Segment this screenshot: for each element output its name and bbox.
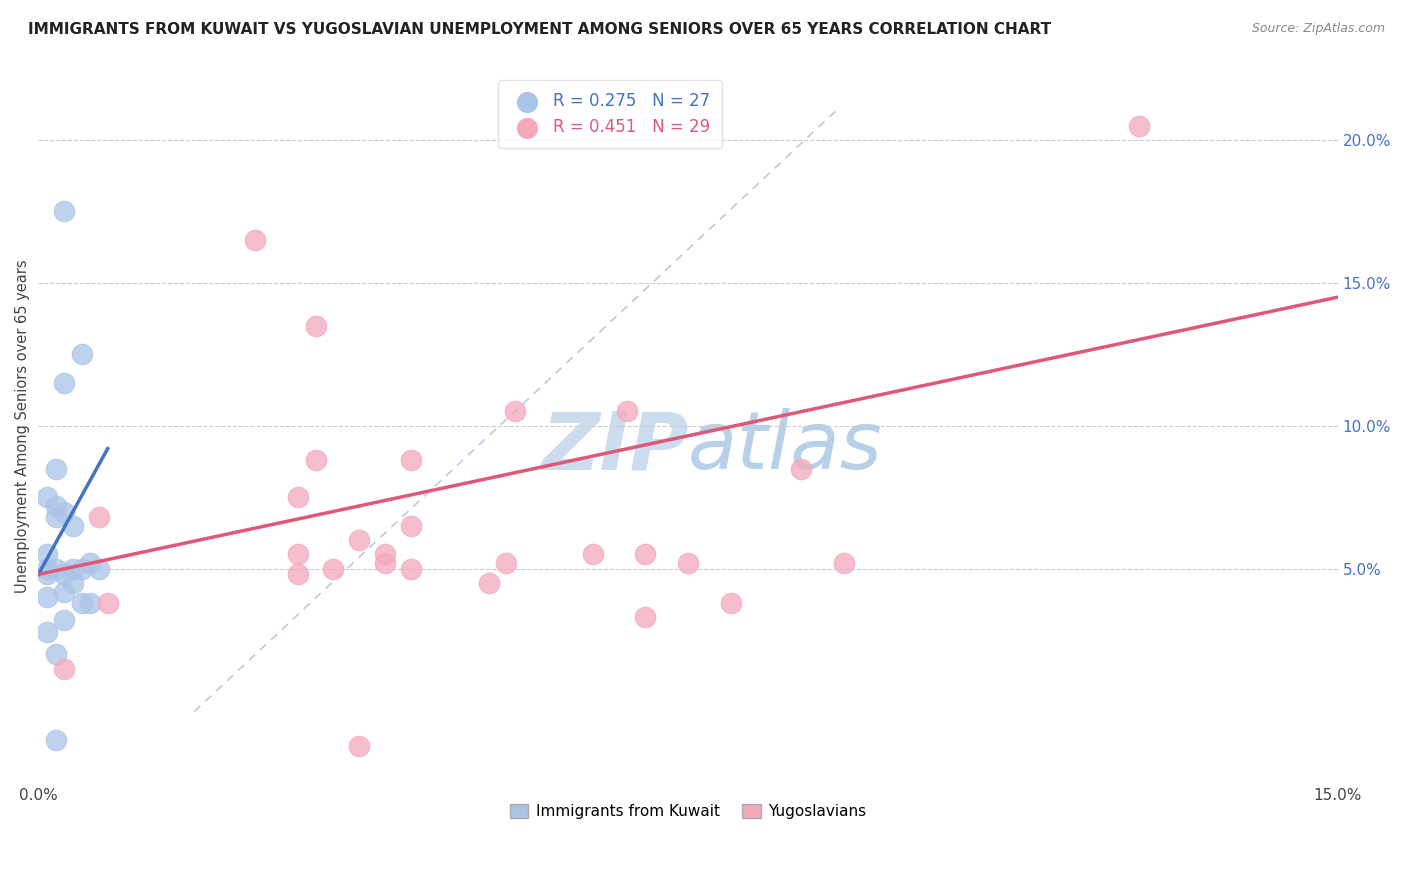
Point — [347, 739, 370, 753]
Point — [53, 584, 76, 599]
Point — [79, 556, 101, 570]
Point — [832, 556, 855, 570]
Point — [53, 376, 76, 390]
Y-axis label: Unemployment Among Seniors over 65 years: Unemployment Among Seniors over 65 years — [15, 259, 30, 592]
Point — [634, 610, 657, 624]
Point — [287, 567, 309, 582]
Point — [35, 562, 58, 576]
Point — [720, 596, 742, 610]
Point — [478, 576, 501, 591]
Point — [53, 567, 76, 582]
Point — [87, 562, 110, 576]
Point — [97, 596, 120, 610]
Point — [1128, 119, 1150, 133]
Point — [287, 548, 309, 562]
Point — [35, 591, 58, 605]
Point — [62, 562, 84, 576]
Point — [789, 461, 811, 475]
Point — [374, 548, 396, 562]
Point — [399, 562, 422, 576]
Point — [582, 548, 605, 562]
Point — [70, 347, 93, 361]
Point — [45, 510, 67, 524]
Text: IMMIGRANTS FROM KUWAIT VS YUGOSLAVIAN UNEMPLOYMENT AMONG SENIORS OVER 65 YEARS C: IMMIGRANTS FROM KUWAIT VS YUGOSLAVIAN UN… — [28, 22, 1052, 37]
Legend: Immigrants from Kuwait, Yugoslavians: Immigrants from Kuwait, Yugoslavians — [503, 798, 873, 825]
Point — [35, 548, 58, 562]
Point — [503, 404, 526, 418]
Point — [35, 567, 58, 582]
Point — [45, 648, 67, 662]
Point — [79, 596, 101, 610]
Point — [243, 233, 266, 247]
Point — [53, 204, 76, 219]
Point — [35, 490, 58, 504]
Point — [45, 733, 67, 747]
Point — [70, 596, 93, 610]
Point — [287, 490, 309, 504]
Point — [87, 510, 110, 524]
Point — [304, 453, 326, 467]
Point — [676, 556, 699, 570]
Point — [62, 518, 84, 533]
Point — [374, 556, 396, 570]
Point — [634, 548, 657, 562]
Point — [399, 453, 422, 467]
Text: ZIP: ZIP — [541, 409, 688, 486]
Point — [322, 562, 344, 576]
Point — [45, 562, 67, 576]
Point — [616, 404, 638, 418]
Point — [347, 533, 370, 547]
Text: atlas: atlas — [688, 409, 883, 486]
Point — [45, 461, 67, 475]
Point — [70, 562, 93, 576]
Point — [495, 556, 517, 570]
Point — [35, 624, 58, 639]
Point — [53, 613, 76, 627]
Point — [399, 518, 422, 533]
Point — [45, 499, 67, 513]
Point — [53, 662, 76, 676]
Point — [53, 504, 76, 518]
Text: Source: ZipAtlas.com: Source: ZipAtlas.com — [1251, 22, 1385, 36]
Point — [304, 318, 326, 333]
Point — [62, 576, 84, 591]
